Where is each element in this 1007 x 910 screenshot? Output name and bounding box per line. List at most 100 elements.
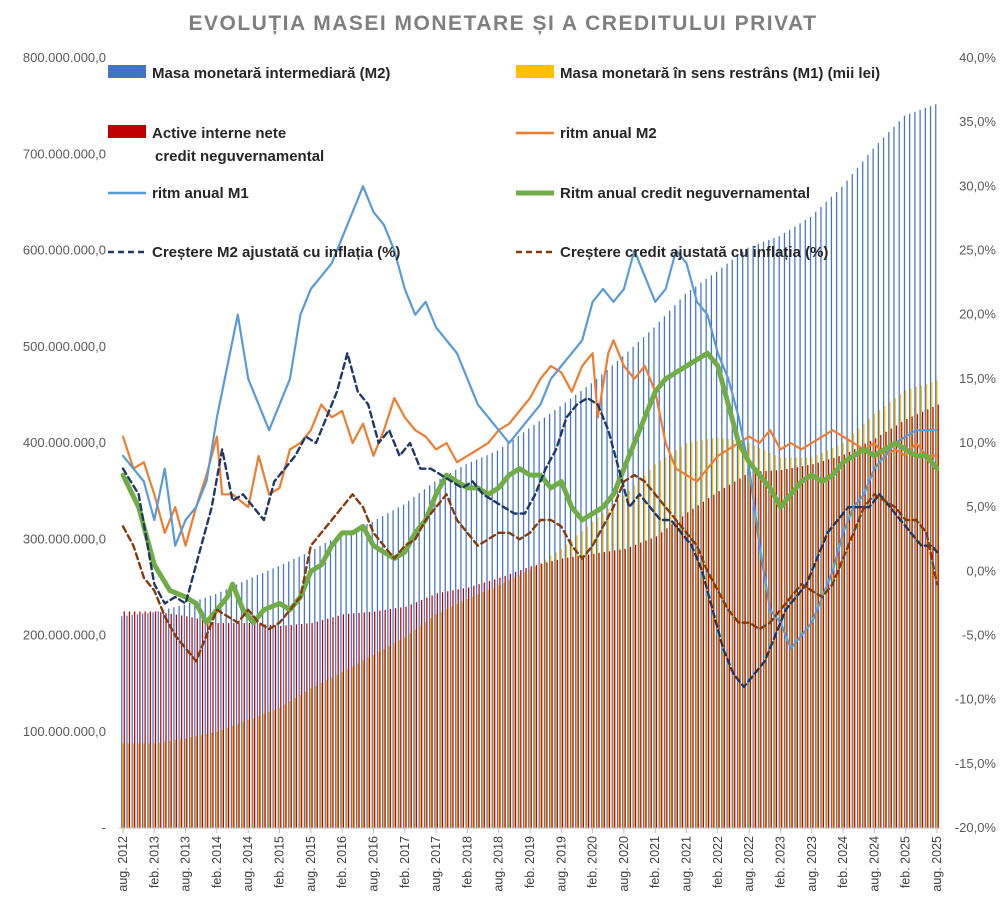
bar bbox=[254, 623, 256, 828]
bar bbox=[357, 663, 359, 828]
bar bbox=[628, 490, 630, 828]
bar bbox=[148, 743, 150, 828]
bar bbox=[535, 564, 538, 828]
bar bbox=[284, 704, 286, 828]
legend-label: Masa monetară în sens restrâns (M1) (mii… bbox=[560, 65, 880, 82]
bar bbox=[864, 443, 866, 828]
bar bbox=[400, 607, 402, 828]
y-right-tick-label: 30,0% bbox=[959, 178, 996, 193]
bar bbox=[601, 374, 603, 828]
y-right-tick-label: 25,0% bbox=[959, 243, 996, 258]
bar bbox=[576, 535, 578, 828]
bar bbox=[822, 460, 825, 828]
bar bbox=[700, 282, 702, 828]
legend-label: Ritm anual credit neguvernamental bbox=[560, 185, 810, 202]
bar bbox=[294, 698, 296, 828]
bar bbox=[462, 588, 465, 828]
bar bbox=[727, 439, 729, 828]
bar bbox=[905, 390, 907, 828]
bar bbox=[298, 556, 300, 828]
y-right-tick-label: 20,0% bbox=[959, 307, 996, 322]
legend-swatch bbox=[108, 65, 146, 78]
y-right-tick-label: 15,0% bbox=[959, 371, 996, 386]
bar bbox=[569, 398, 572, 828]
bar bbox=[821, 452, 823, 829]
bar bbox=[215, 594, 217, 828]
bar bbox=[235, 584, 238, 828]
bar bbox=[916, 414, 918, 829]
bar bbox=[786, 468, 788, 828]
bar bbox=[550, 555, 552, 828]
bar bbox=[280, 625, 282, 829]
bar bbox=[538, 421, 540, 828]
bar bbox=[345, 532, 347, 828]
bar bbox=[205, 734, 208, 828]
bar bbox=[327, 618, 329, 828]
bar bbox=[426, 597, 428, 828]
legend-label: Masa monetară intermediară (M2) bbox=[152, 65, 390, 82]
bar bbox=[320, 682, 322, 828]
bar bbox=[872, 148, 874, 829]
bar bbox=[498, 585, 500, 828]
bar bbox=[556, 559, 558, 828]
legend-swatch bbox=[516, 65, 554, 78]
bar bbox=[624, 548, 626, 829]
bar bbox=[371, 521, 373, 828]
bar bbox=[423, 489, 426, 828]
bar bbox=[231, 725, 234, 828]
bar bbox=[649, 469, 651, 828]
x-tick-label: aug. 2019 bbox=[554, 836, 568, 892]
bar bbox=[282, 563, 285, 828]
bar bbox=[134, 611, 136, 828]
bar bbox=[722, 438, 724, 828]
bar bbox=[269, 624, 271, 828]
bar bbox=[847, 438, 849, 828]
bar bbox=[555, 552, 557, 828]
bar bbox=[634, 544, 637, 828]
y-left-tick-label: 600.000.000,0 bbox=[23, 243, 106, 258]
bar bbox=[869, 440, 872, 828]
bar bbox=[602, 513, 604, 828]
bar bbox=[466, 598, 468, 828]
bar bbox=[216, 731, 218, 828]
bar bbox=[413, 496, 415, 828]
bar bbox=[491, 452, 493, 828]
bar bbox=[728, 484, 731, 828]
bar bbox=[645, 540, 647, 828]
bar-series bbox=[123, 404, 939, 829]
bar bbox=[409, 633, 411, 828]
bar bbox=[758, 447, 761, 828]
legend-item: ritm anual M1 bbox=[108, 185, 249, 202]
bar bbox=[374, 611, 376, 828]
bar bbox=[702, 501, 705, 828]
bar bbox=[931, 382, 933, 828]
bar bbox=[256, 575, 259, 828]
series-line bbox=[121, 339, 939, 547]
bar bbox=[858, 428, 860, 828]
x-tick-label: aug. 2022 bbox=[742, 836, 756, 892]
bar bbox=[529, 570, 531, 828]
bar bbox=[753, 445, 755, 828]
bar bbox=[765, 470, 767, 828]
bar bbox=[221, 729, 223, 828]
bar bbox=[533, 424, 535, 828]
y-right-tick-label: 5,0% bbox=[966, 499, 996, 514]
bar bbox=[781, 469, 783, 828]
bar bbox=[449, 472, 452, 828]
bar bbox=[713, 494, 715, 828]
bar bbox=[884, 406, 886, 828]
bar bbox=[457, 589, 459, 828]
bar bbox=[633, 485, 635, 828]
bar bbox=[642, 337, 645, 828]
legend-label-line2: credit neguvernamental bbox=[155, 148, 324, 165]
bar bbox=[225, 589, 227, 828]
bar bbox=[384, 609, 386, 828]
bar bbox=[919, 109, 921, 829]
bar bbox=[825, 201, 827, 828]
bar bbox=[890, 428, 892, 828]
bar bbox=[534, 566, 536, 828]
bar bbox=[914, 111, 916, 828]
bar bbox=[144, 611, 146, 828]
bar bbox=[220, 591, 222, 828]
bar bbox=[404, 637, 406, 828]
